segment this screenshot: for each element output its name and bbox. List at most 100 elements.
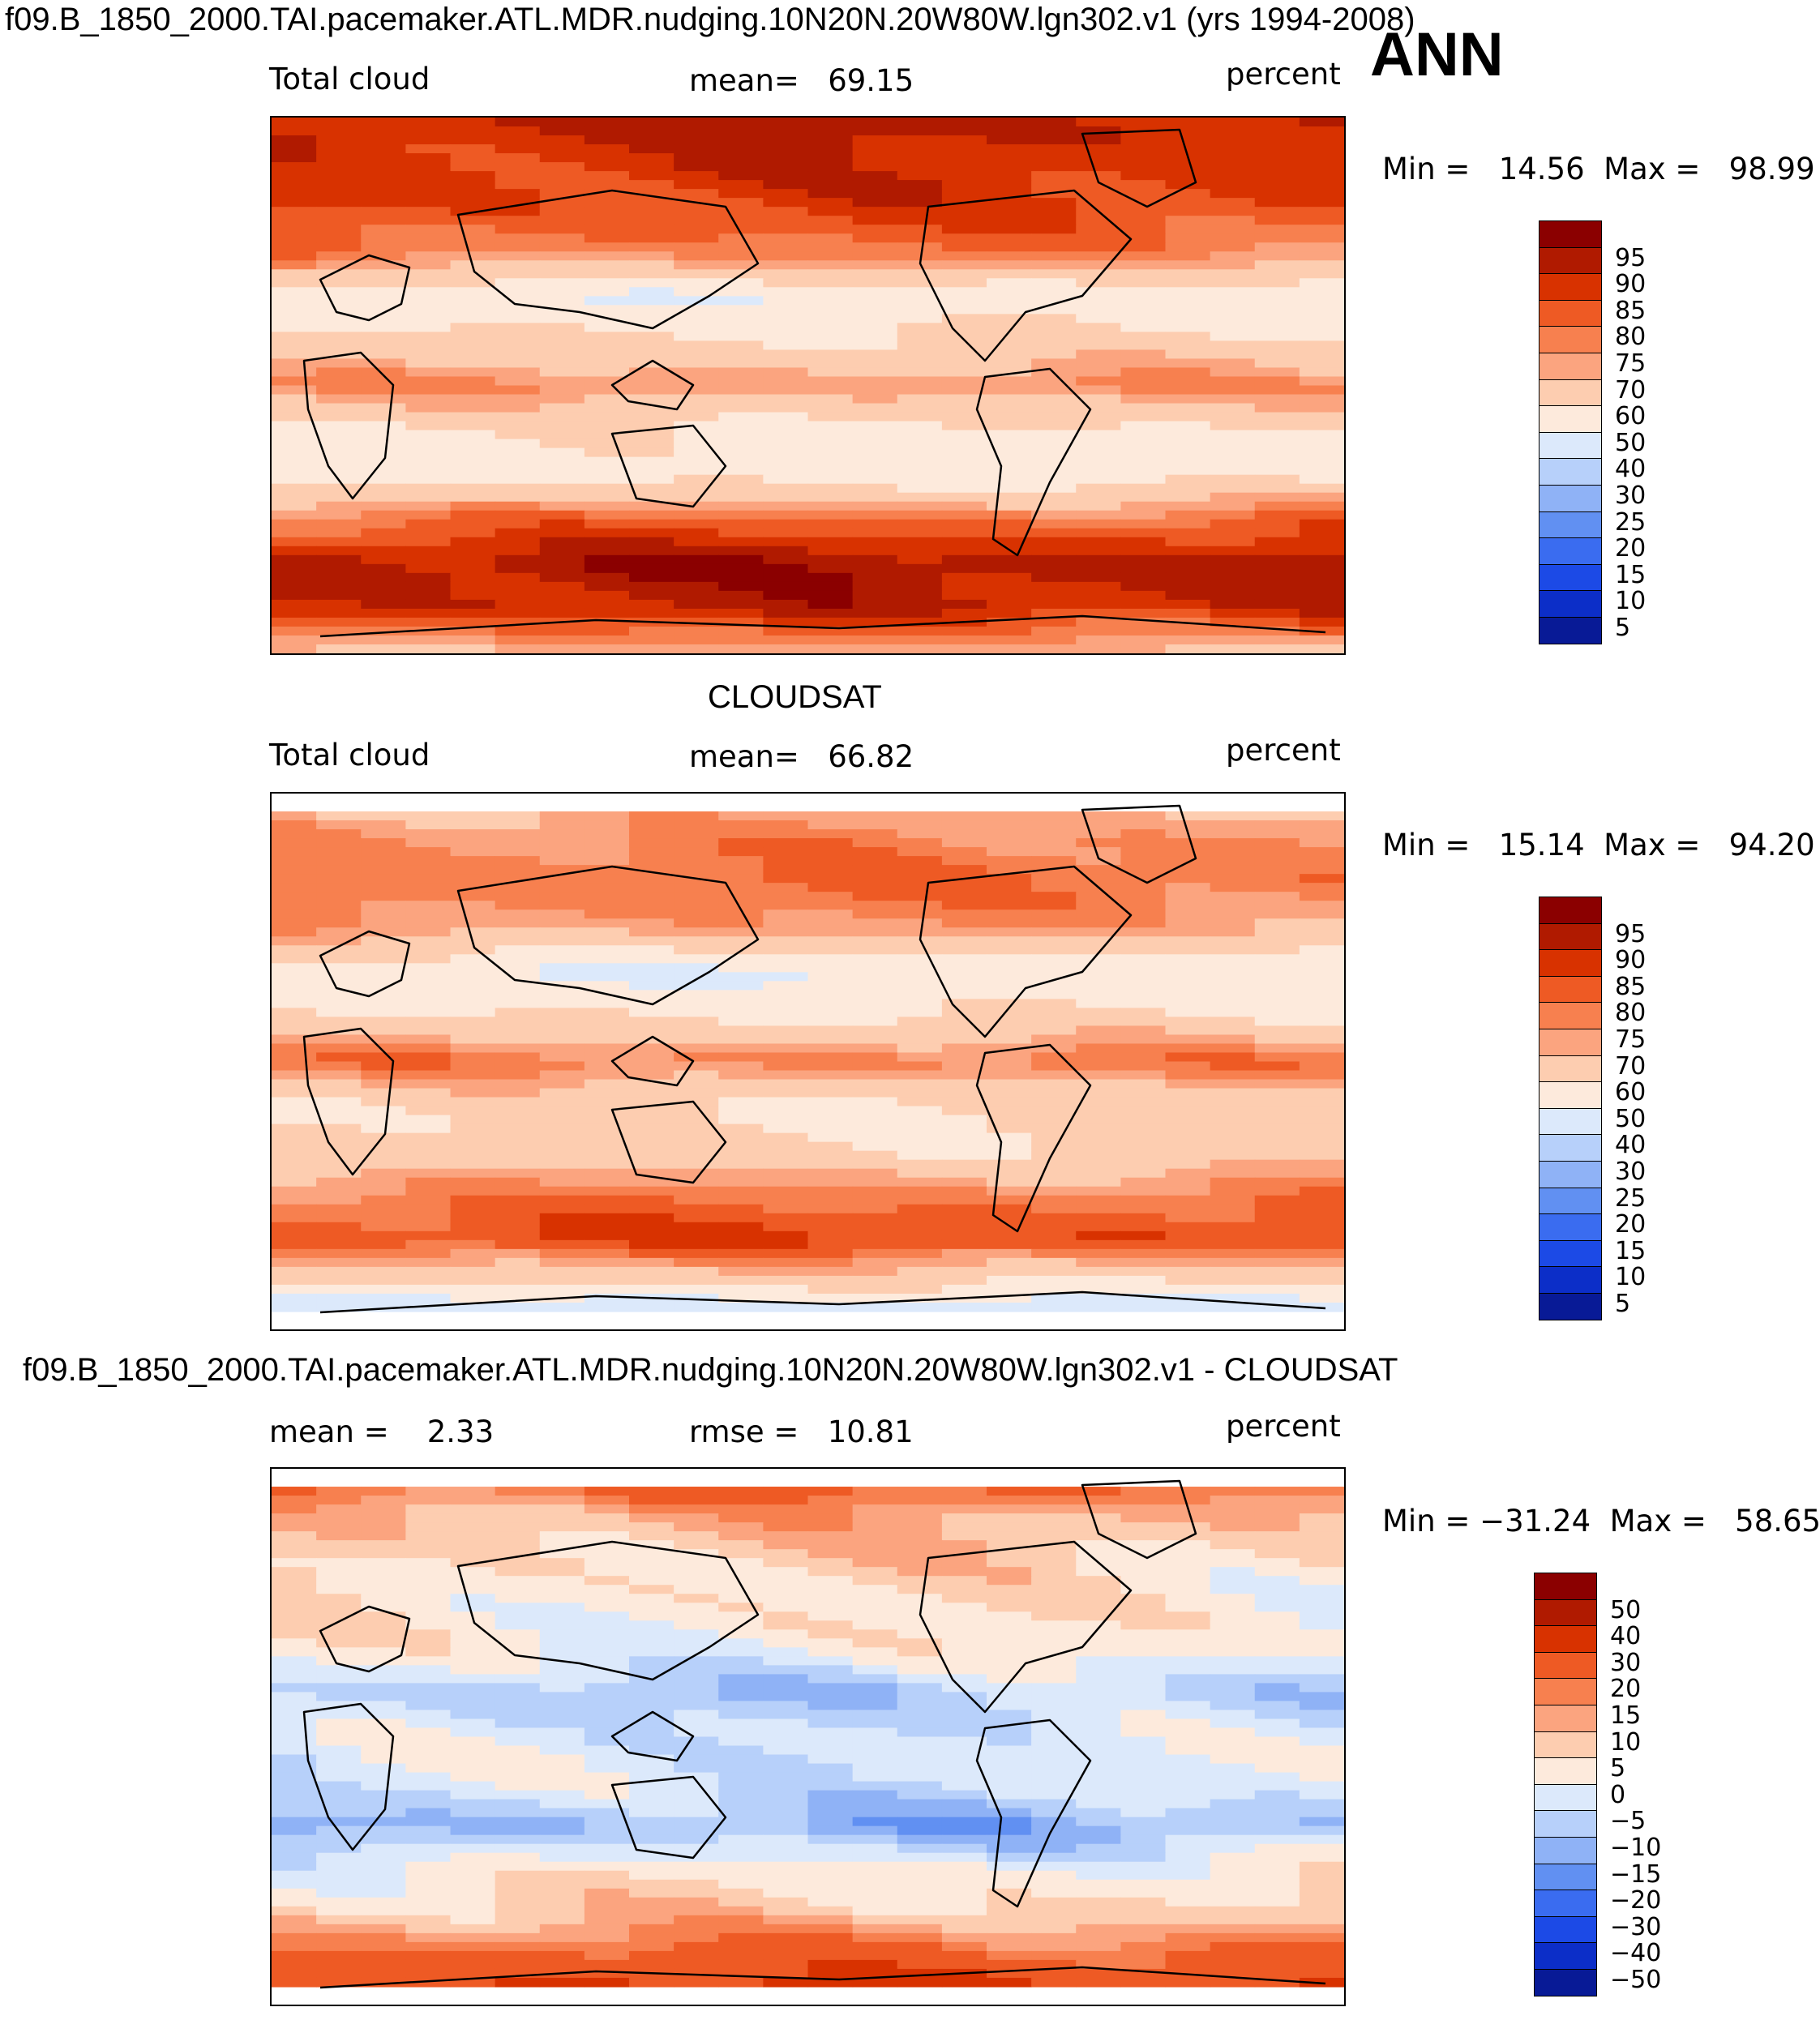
- map-cell: [763, 1257, 809, 1268]
- map-cell: [1210, 394, 1256, 404]
- map-cell: [405, 927, 452, 937]
- map-cell: [1076, 999, 1121, 1008]
- map-cell: [1120, 963, 1167, 973]
- map-cell: [272, 1932, 317, 1943]
- map-cell: [674, 465, 719, 476]
- map-cell: [987, 999, 1032, 1008]
- map-cell: [316, 1968, 362, 1979]
- map-cell: [807, 1817, 854, 1827]
- map-cell: [629, 1513, 674, 1523]
- map-cell: [1076, 1968, 1121, 1979]
- map-cell: [450, 1620, 496, 1630]
- map-cell: [495, 118, 541, 127]
- map-cell: [1165, 1132, 1211, 1143]
- map-cell: [941, 171, 987, 181]
- map-cell: [718, 1611, 764, 1621]
- map-cell: [941, 403, 987, 413]
- map-cell: [1299, 1932, 1344, 1943]
- map-cell: [584, 305, 630, 315]
- map-cell: [852, 954, 898, 964]
- map-cell: [763, 492, 809, 503]
- map-cell: [316, 1186, 362, 1196]
- map-cell: [763, 936, 809, 946]
- map-cell: [1031, 972, 1077, 982]
- map-cell: [316, 305, 362, 315]
- map-cell: [718, 829, 764, 839]
- map-cell: [450, 216, 496, 225]
- map-cell: [897, 1150, 943, 1161]
- map-cell: [1165, 972, 1211, 982]
- map-cell: [852, 483, 898, 494]
- map-cell: [539, 1638, 585, 1648]
- map-cell: [674, 216, 719, 225]
- map-cell: [1165, 1257, 1211, 1268]
- map-cell: [674, 1647, 719, 1657]
- map-cell: [629, 1950, 674, 1961]
- map-cell: [495, 1603, 541, 1612]
- map-cell: [405, 323, 452, 332]
- map-cell: [987, 990, 1032, 999]
- map-cell: [316, 1284, 362, 1295]
- map-cell: [584, 1257, 630, 1268]
- map-cell: [405, 599, 452, 610]
- map-cell: [629, 1275, 674, 1286]
- map-cell: [539, 1906, 585, 1916]
- map-cell: [629, 1727, 674, 1738]
- map-cell: [1076, 847, 1121, 857]
- map-cell: [807, 305, 854, 315]
- map-cell: [941, 1159, 987, 1170]
- map-cell: [987, 599, 1032, 610]
- map-cell: [852, 216, 898, 225]
- map-cell: [629, 945, 674, 955]
- map-cell: [674, 954, 719, 964]
- map-cell: [1254, 1531, 1300, 1541]
- map-cell: [584, 1888, 630, 1898]
- panel3-map-svg: [272, 1479, 1344, 1989]
- map-cell: [1076, 1567, 1121, 1577]
- map-cell: [1299, 1141, 1344, 1152]
- map-cell: [1031, 1745, 1077, 1756]
- map-cell: [1299, 1195, 1344, 1205]
- map-cell: [763, 349, 809, 360]
- map-cell: [1254, 1620, 1300, 1630]
- map-cell: [1076, 1115, 1121, 1125]
- map-cell: [1031, 1754, 1077, 1765]
- map-cell: [539, 1504, 585, 1514]
- map-cell: [405, 1213, 452, 1223]
- map-cell: [272, 1168, 317, 1179]
- map-cell: [1165, 1213, 1211, 1223]
- map-cell: [1120, 376, 1167, 387]
- map-cell: [807, 1897, 854, 1907]
- map-cell: [674, 856, 719, 866]
- map-cell: [763, 1213, 809, 1223]
- map-cell: [807, 135, 854, 145]
- map-cell: [316, 225, 362, 234]
- map-cell: [897, 1284, 943, 1295]
- map-cell: [450, 189, 496, 199]
- map-cell: [405, 207, 452, 216]
- map-cell: [1165, 1222, 1211, 1232]
- map-cell: [539, 1879, 585, 1889]
- map-cell: [1299, 314, 1344, 323]
- map-cell: [987, 1799, 1032, 1809]
- map-cell: [1120, 439, 1167, 449]
- map-cell: [807, 1950, 854, 1961]
- map-cell: [1031, 1959, 1077, 1970]
- map-cell: [272, 1594, 317, 1603]
- map-cell: [674, 1941, 719, 1952]
- map-cell: [852, 1799, 898, 1809]
- map-cell: [763, 296, 809, 306]
- map-cell: [763, 1924, 809, 1934]
- map-cell: [629, 1257, 674, 1268]
- map-cell: [1299, 1496, 1344, 1505]
- map-cell: [405, 1763, 452, 1774]
- map-cell: [405, 394, 452, 404]
- map-cell: [584, 1558, 630, 1568]
- map-cell: [987, 118, 1032, 127]
- map-cell: [674, 1106, 719, 1116]
- map-cell: [1165, 599, 1211, 610]
- map-cell: [718, 198, 764, 208]
- map-cell: [495, 1638, 541, 1648]
- map-cell: [852, 1213, 898, 1223]
- map-cell: [405, 1594, 452, 1603]
